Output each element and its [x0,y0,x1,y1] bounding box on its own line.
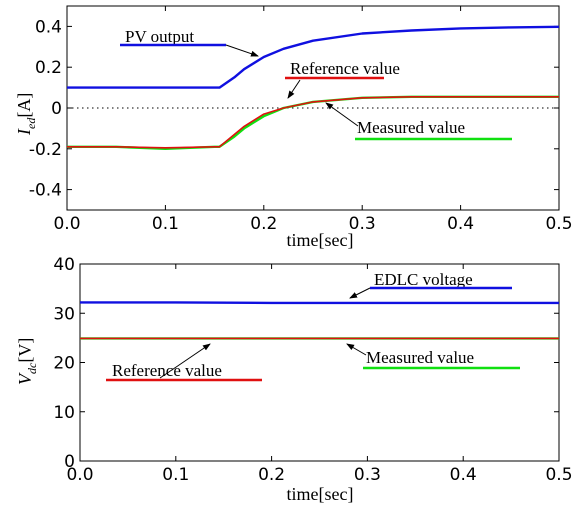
bottom-series [80,301,559,340]
top-xlabel: time[sec] [287,230,354,250]
top-series-pv-output [67,25,560,89]
top-ticks: 0.0 0.1 0.2 0.3 0.4 0.5 -0.4 -0.2 0 0.2 0.4 [29,6,573,234]
top-xtick-label: 0.0 [53,214,80,234]
top-annotation-reference: Reference value [285,59,400,99]
top-annotation-reference-text: Reference value [290,59,400,78]
top-ytick-label: -0.2 [29,140,62,160]
bottom-series-edlc-voltage [80,301,559,305]
top-ytick-label: 0.2 [35,58,62,78]
bottom-ytick-label: 0 [64,452,75,472]
top-annotation-measured: Measured value [325,102,512,141]
top-annotation-measured-arrow [325,102,359,127]
bottom-ytick-label: 10 [53,403,75,423]
bottom-xtick-label: 0.1 [162,465,189,485]
top-annotation-pv-output-arrow [225,44,259,57]
top-annotation-pv-output-text: PV output [125,27,194,46]
bottom-annotation-measured-arrow [346,343,367,356]
top-xtick-label: 0.2 [250,214,277,234]
bottom-annotation-edlc: EDLC voltage [349,270,512,299]
bottom-annotation-measured: Measured value [346,343,520,370]
bottom-xtick-label: 0.4 [450,465,477,485]
bottom-annotation-reference-text: Reference value [112,361,222,380]
top-xtick-label: 0.1 [152,214,179,234]
bottom-annotation-reference: Reference value [106,343,262,382]
bottom-xtick-label: 0.5 [545,465,572,485]
top-series-reference-value [67,96,559,149]
top-ytick-label: -0.4 [29,181,62,201]
top-xtick-label: 0.4 [447,214,474,234]
bottom-xtick-label: 0.3 [354,465,381,485]
top-annotation-pv-output: PV output [120,27,259,57]
bottom-annotation-measured-text: Measured value [366,348,474,367]
top-xtick-label: 0.5 [545,214,572,234]
top-ylabel: Ied[A] [14,93,38,136]
top-ytick-label: 0 [51,99,62,119]
top-annotation-measured-text: Measured value [357,118,465,137]
top-series [67,25,560,151]
top-chart: 0.0 0.1 0.2 0.3 0.4 0.5 -0.4 -0.2 0 0.2 0.4 Ied[A]… [14,5,573,250]
bottom-ytick-label: 20 [53,354,75,374]
bottom-annotation-reference-arrow [159,343,211,379]
bottom-ytick-label: 40 [53,255,75,275]
bottom-xtick-label: 0.2 [258,465,285,485]
top-ytick-label: 0.4 [35,17,62,37]
bottom-annotation-edlc-text: EDLC voltage [374,270,473,289]
bottom-chart: 0.0 0.1 0.2 0.3 0.4 0.5 0 10 20 30 40 Vdc[V] time[… [15,255,573,504]
bottom-ytick-label: 30 [53,304,75,324]
top-annotation-reference-arrow [287,79,301,99]
bottom-xlabel: time[sec] [287,484,354,504]
top-xtick-label: 0.3 [349,214,376,234]
bottom-xtick-label: 0.0 [66,465,93,485]
top-series-measured-value [67,95,559,151]
bottom-annotation-edlc-arrow [349,287,371,299]
bottom-ylabel: Vdc[V] [15,338,39,385]
bottom-ticks: 0.0 0.1 0.2 0.3 0.4 0.5 0 10 20 30 40 [53,255,572,485]
